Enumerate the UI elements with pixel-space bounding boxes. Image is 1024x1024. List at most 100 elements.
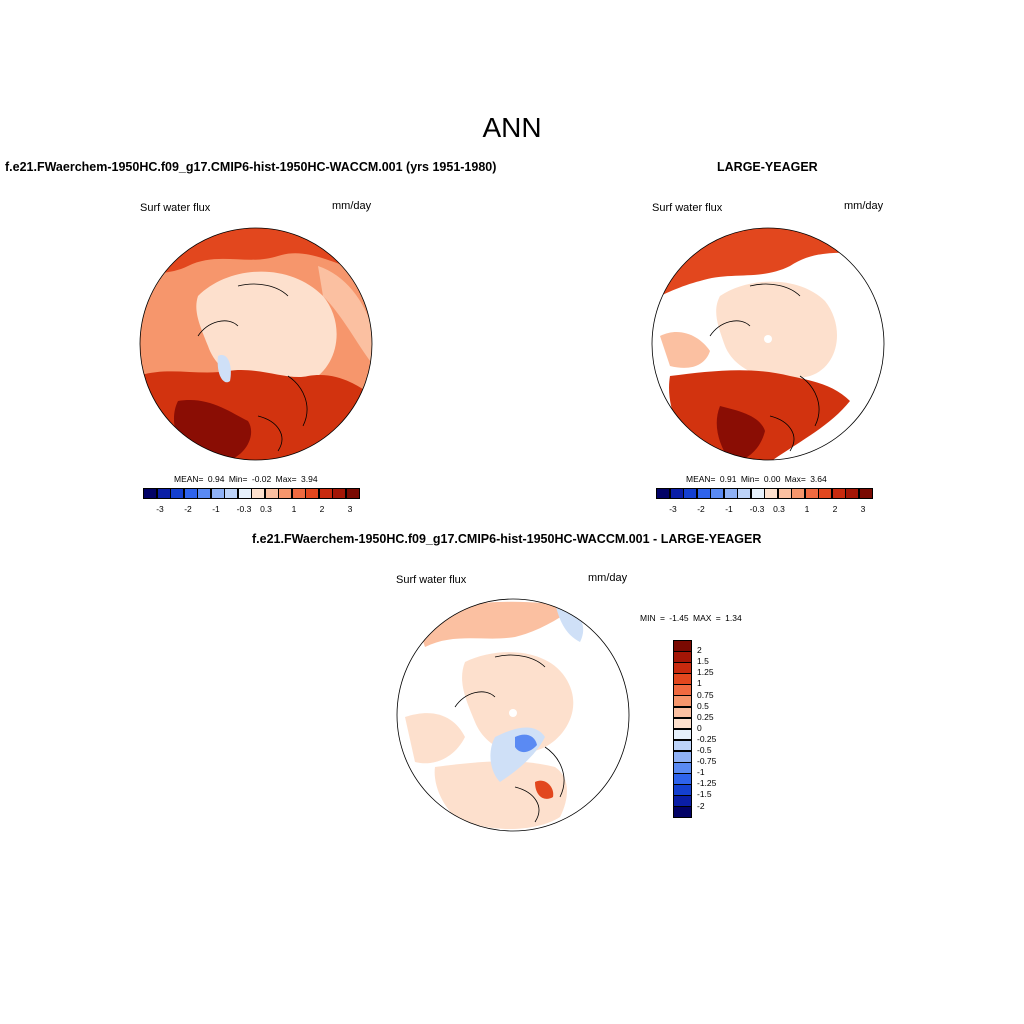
map3-atlantic [434, 761, 567, 829]
panel2-colorbar-box-15 [858, 488, 873, 499]
panel2-colorbar-box-5 [723, 488, 738, 499]
panel1-colorbar-box-14 [332, 488, 346, 499]
panel1-title: f.e21.FWaerchem-1950HC.f09_g17.CMIP6-his… [5, 160, 497, 174]
panel2-colorbar-box-6 [737, 488, 751, 499]
panel3-colorbar-box-9 [673, 739, 692, 752]
map2-pacific-margin [660, 331, 710, 368]
panel3-colorbar-box-5 [673, 695, 692, 708]
panel2-colorbar-box-0 [656, 488, 670, 499]
panel1-colorbar-tick-label: -0.3 [236, 504, 252, 514]
panel1-colorbar-box-12 [305, 488, 319, 499]
panel3-stats: MIN = -1.45 MAX = 1.34 [640, 613, 742, 623]
map3-bering [555, 602, 584, 642]
panel3-colorbar-box-2 [673, 662, 692, 674]
panel1-colorbar-box-9 [264, 488, 279, 499]
map3-min-region [515, 734, 537, 753]
panel3-colorbar-box-7 [673, 717, 692, 730]
panel1-polar-map [139, 227, 373, 461]
panel1-colorbar-box-13 [318, 488, 333, 499]
panel2-colorbar-box-9 [777, 488, 792, 499]
panel2-colorbar-tick-label: 1 [804, 504, 810, 514]
panel1-stats: MEAN= 0.94 Min= -0.02 Max= 3.94 [174, 474, 318, 484]
panel3-colorbar-tick-label: 1.25 [697, 667, 714, 678]
panel3-colorbar-box-14 [673, 795, 692, 807]
panel1-units: mm/day [332, 200, 372, 212]
panel3-colorbar-tick-label: -2 [697, 800, 705, 811]
panel2-colorbar-box-4 [710, 488, 724, 499]
map1-siberia [318, 266, 372, 366]
panel3-colorbar-box-6 [673, 706, 692, 719]
panel3-colorbar-box-3 [673, 673, 692, 685]
map2-arctic-ocean [716, 281, 837, 380]
panel2-stats: MEAN= 0.91 Min= 0.00 Max= 3.64 [686, 474, 827, 484]
panel1-colorbar-box-3 [183, 488, 198, 499]
panel1-colorbar-tick-label: -1 [212, 504, 220, 514]
panel1-colorbar-tick-label: -3 [156, 504, 164, 514]
panel2-colorbar-ticks: -3 -2 -1 -0.3 0.3 1 2 3 [656, 504, 880, 516]
panel1-colorbar-tick-label: 3 [347, 504, 353, 514]
panel3-colorbar-box-12 [673, 773, 692, 785]
panel2-colorbar-tick-label: -2 [697, 504, 705, 514]
panel1-colorbar-box-6 [224, 488, 238, 499]
panel2-colorbar-tick-label: 2 [832, 504, 838, 514]
map1-atlantic-high [140, 370, 372, 460]
panel1-colorbar-ticks: -3 -2 -1 -0.3 0.3 1 2 3 [143, 504, 367, 516]
panel2-colorbar-box-7 [750, 488, 765, 499]
panel3-colorbar-tick-label: -1 [697, 767, 705, 778]
panel2-polar-map [651, 227, 885, 461]
panel1-colorbar-box-2 [170, 488, 184, 499]
panel2-colorbar-box-8 [764, 488, 778, 499]
panel2-colorbar-box-13 [831, 488, 846, 499]
map3-coastlines [454, 654, 565, 823]
panel3-colorbar-tick-label: -0.75 [697, 756, 717, 767]
map3-arctic-ocean [462, 652, 574, 753]
panel1-colorbar-tick-label: 2 [319, 504, 325, 514]
panel3-colorbar-box-4 [673, 684, 692, 696]
main-title: ANN [482, 112, 542, 143]
panel2-colorbar-box-3 [696, 488, 711, 499]
panel1-colorbar-box-10 [278, 488, 292, 499]
panel2-colorbar [656, 488, 873, 499]
panel1-colorbar-box-8 [251, 488, 265, 499]
map2-pacific-high [652, 228, 884, 301]
map2-coastlines [709, 283, 820, 452]
panel3-colorbar-tick-label: 0.5 [697, 700, 709, 711]
map1-coastlines [197, 283, 308, 452]
map2-atlantic-high [669, 370, 850, 460]
panel2-colorbar-box-1 [669, 488, 684, 499]
panel3-colorbar-box-8 [673, 728, 692, 741]
map1-arctic-ocean [196, 271, 337, 389]
map2-max-region [716, 406, 765, 460]
panel3-units: mm/day [588, 572, 628, 584]
panel3-colorbar-tick-label: 0.75 [697, 689, 714, 700]
panel3-variable: Surf water flux [396, 574, 467, 586]
panel2-colorbar-tick-label: -3 [669, 504, 677, 514]
panel2-colorbar-tick-label: -1 [725, 504, 733, 514]
panel3-colorbar [673, 640, 692, 818]
panel1-colorbar-tick-label: 0.3 [260, 504, 272, 514]
map1-min-region [217, 355, 231, 383]
panel1-variable: Surf water flux [140, 202, 211, 214]
panel2-colorbar-box-12 [818, 488, 832, 499]
panel2-colorbar-tick-label: 0.3 [773, 504, 785, 514]
panel1-colorbar-box-4 [197, 488, 211, 499]
panel3-colorbar-box-10 [673, 750, 692, 763]
panel1-colorbar-box-1 [156, 488, 171, 499]
panel3-colorbar-box-0 [673, 640, 692, 652]
panel1-colorbar-tick-label: 1 [291, 504, 297, 514]
panel2-colorbar-tick-label: 3 [860, 504, 866, 514]
panel1-colorbar-box-5 [210, 488, 225, 499]
panel1-colorbar-box-11 [291, 488, 306, 499]
panel2-colorbar-box-14 [845, 488, 859, 499]
panel3-polar-map [396, 598, 630, 832]
panel3-colorbar-tick-label: 1.5 [697, 656, 709, 667]
panel3-colorbar-box-11 [673, 762, 692, 774]
panel1-colorbar [143, 488, 360, 499]
panel2-colorbar-tick-label: -0.3 [749, 504, 765, 514]
panel2-variable: Surf water flux [652, 202, 723, 214]
panel3-colorbar-tick-label: -1.25 [697, 778, 717, 789]
panel2-colorbar-box-11 [804, 488, 819, 499]
panel2-colorbar-box-2 [683, 488, 697, 499]
panel3-colorbar-tick-label: -1.5 [697, 789, 712, 800]
panel3-colorbar-tick-label: 0 [697, 722, 702, 733]
